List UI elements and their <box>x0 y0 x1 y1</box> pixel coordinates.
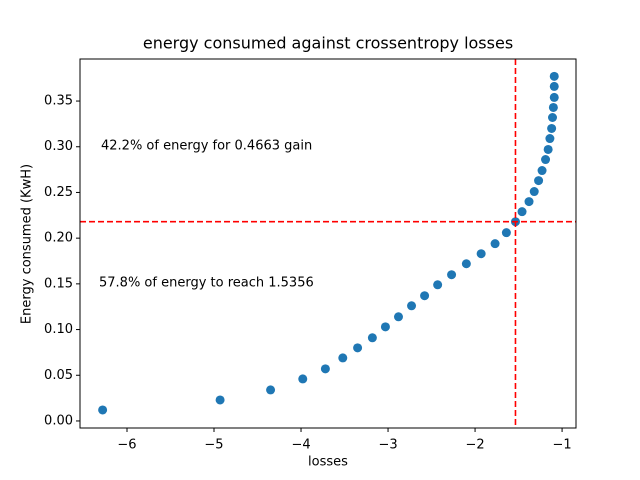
point <box>549 92 559 102</box>
x-tick-label: −3 <box>378 438 397 453</box>
point <box>517 207 527 217</box>
x-tick-label: −5 <box>204 438 223 453</box>
y-axis-label: Energy consumed (KwH) <box>20 164 35 324</box>
point <box>548 112 558 122</box>
point <box>353 343 363 353</box>
y-tick-label: 0.35 <box>44 94 73 109</box>
point <box>548 102 558 112</box>
x-tick-label: −1 <box>552 438 571 453</box>
point <box>549 81 559 91</box>
point <box>501 228 511 238</box>
point <box>320 364 330 374</box>
point <box>420 291 430 301</box>
point <box>98 405 108 415</box>
point <box>367 333 377 343</box>
y-tick-label: 0.25 <box>44 185 73 200</box>
point <box>549 71 559 81</box>
y-tick-label: 0.00 <box>44 413 73 428</box>
point <box>547 123 557 133</box>
point <box>529 187 539 197</box>
chart-title: energy consumed against crossentropy los… <box>143 34 513 53</box>
x-axis-label: losses <box>308 455 348 470</box>
annotation: 42.2% of energy for 0.4663 gain <box>101 139 312 154</box>
x-tick-label: −6 <box>117 438 136 453</box>
point <box>215 395 225 405</box>
y-tick-label: 0.20 <box>44 231 73 246</box>
point <box>476 249 486 259</box>
point <box>393 312 403 322</box>
y-tick-label: 0.30 <box>44 139 73 154</box>
y-tick-label: 0.10 <box>44 322 73 337</box>
point <box>407 301 417 311</box>
point <box>534 176 544 186</box>
annotation: 57.8% of energy to reach 1.5356 <box>99 276 314 291</box>
plot-frame <box>79 58 577 429</box>
point <box>524 197 534 207</box>
y-tick-label: 0.05 <box>44 368 73 383</box>
y-tick-label: 0.15 <box>44 276 73 291</box>
point <box>490 239 500 249</box>
point <box>537 166 547 176</box>
point <box>380 322 390 332</box>
point <box>298 374 308 384</box>
point <box>545 134 555 144</box>
x-tick-label: −2 <box>465 438 484 453</box>
point <box>461 259 471 269</box>
point <box>338 353 348 363</box>
point <box>447 270 457 280</box>
point <box>433 280 443 290</box>
point <box>541 155 551 165</box>
point <box>543 144 553 154</box>
x-tick-label: −4 <box>291 438 310 453</box>
point <box>266 385 276 395</box>
